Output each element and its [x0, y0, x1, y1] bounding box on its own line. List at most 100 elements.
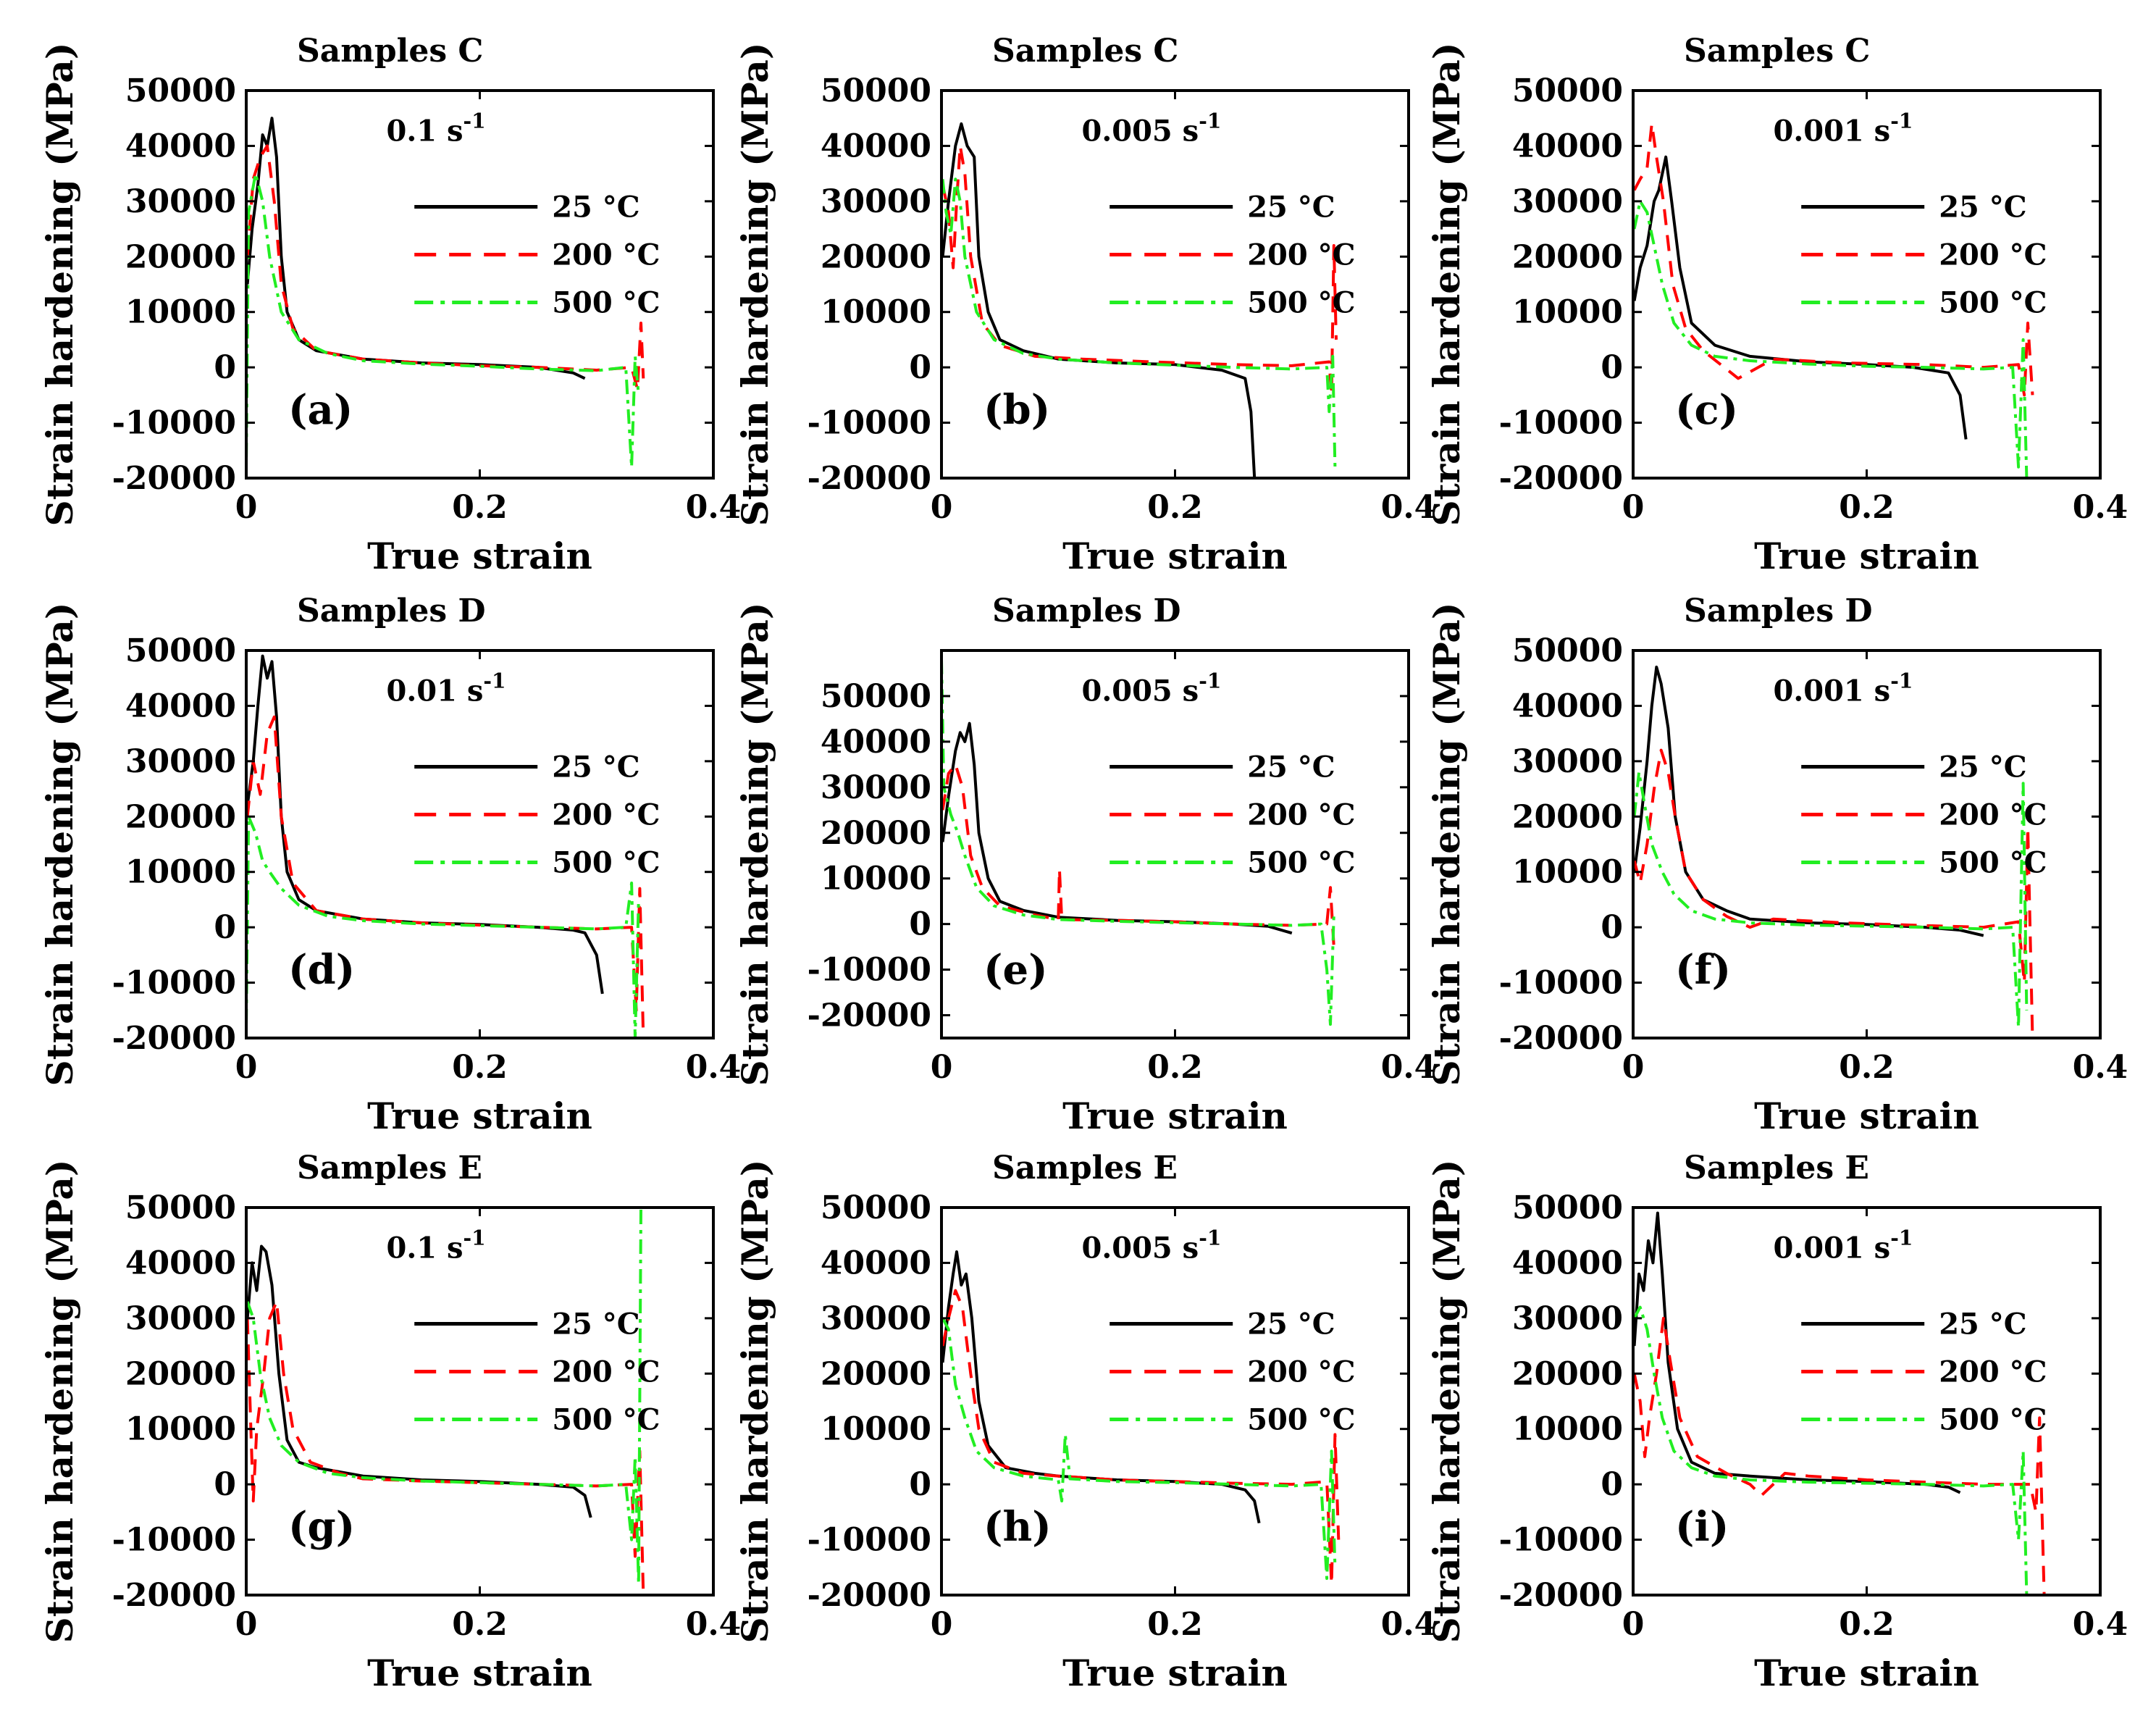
series-line-25C [246, 117, 586, 380]
y-tick-label: 50000 [821, 72, 931, 109]
strain-rate-exponent: -1 [464, 109, 486, 133]
legend-label: 25 °C [1247, 191, 1335, 225]
y-tick-label: 0 [214, 909, 236, 946]
y-axis-title: Strain hardening (MPa) [734, 1160, 776, 1644]
series-line-500C [246, 733, 640, 1038]
legend-label: 500 °C [552, 286, 660, 320]
y-tick-label: -20000 [112, 1020, 236, 1057]
x-tick-label: 0.2 [1839, 1606, 1895, 1643]
x-tick-label: 0 [235, 1049, 258, 1086]
panel-title: Samples D [992, 593, 1181, 629]
y-tick-label: 20000 [125, 798, 236, 835]
y-tick-label: 10000 [1512, 294, 1623, 331]
y-tick-label: -20000 [112, 460, 236, 497]
y-tick-label: 40000 [821, 1244, 931, 1281]
x-tick-label: 0 [235, 489, 258, 526]
y-tick-label: 10000 [821, 861, 931, 897]
strain-rate-value: 0.001 s [1774, 1231, 1891, 1265]
strain-rate-exponent: -1 [1890, 109, 1913, 133]
series-line-25C [1633, 155, 1968, 440]
series-line-25C [246, 654, 604, 995]
panel-title: Samples D [297, 593, 486, 629]
panel-letter: (g) [288, 1503, 355, 1551]
y-tick-label: 50000 [125, 72, 236, 109]
legend-label: 25 °C [1247, 750, 1335, 784]
y-tick-label: 40000 [125, 687, 236, 724]
x-tick-label: 0.2 [1839, 489, 1895, 526]
x-axis-title: True strain [1754, 1652, 1979, 1694]
y-tick-label: 50000 [125, 632, 236, 669]
legend-label: 500 °C [1939, 1403, 2047, 1437]
y-tick-label: -10000 [808, 1522, 931, 1559]
y-axis-title: Strain hardening (MPa) [734, 43, 776, 527]
strain-rate-exponent: -1 [1199, 1226, 1221, 1250]
x-tick-label: 0 [931, 1049, 953, 1086]
y-tick-label: 30000 [821, 769, 931, 806]
x-axis-title: True strain [1062, 1652, 1288, 1694]
series-line-500C [941, 177, 1337, 467]
legend-label: 200 °C [1939, 1355, 2047, 1389]
x-axis-title: True strain [1754, 535, 1979, 577]
series-group [246, 1208, 645, 1595]
y-tick-label: 50000 [125, 1189, 236, 1226]
y-tick-label: 0 [1601, 909, 1623, 946]
panel-letter: (e) [983, 946, 1048, 994]
strain-rate-label: 0.001 s-1 [1774, 1226, 1913, 1265]
x-tick-label: 0.2 [1839, 1049, 1895, 1086]
y-tick-label: 50000 [821, 1189, 931, 1226]
series-group [1633, 1211, 2046, 1595]
series-group [1633, 122, 2034, 478]
series-line-200C [1633, 1316, 2046, 1595]
x-tick-label: 0.2 [1147, 1606, 1203, 1643]
y-tick-label: 0 [214, 1466, 236, 1503]
y-tick-label: -10000 [112, 965, 236, 1002]
y-tick-label: 0 [214, 349, 236, 386]
y-tick-label: 10000 [821, 294, 931, 331]
legend-label: 200 °C [1939, 238, 2047, 272]
y-tick-label: 20000 [821, 815, 931, 852]
panel-d: 0 0.2 0.4 -20000 -10000 0 10000 20000 30000 40000… [38, 593, 741, 1137]
y-tick-label: 30000 [1512, 1300, 1623, 1337]
strain-rate-label: 0.005 s-1 [1082, 109, 1222, 148]
legend-label: 200 °C [1247, 798, 1355, 832]
legend-label: 25 °C [1247, 1307, 1335, 1342]
y-tick-label: 40000 [821, 127, 931, 164]
y-tick-label: 30000 [125, 1300, 236, 1337]
panel-letter: (c) [1675, 386, 1738, 434]
x-tick-label: 0.4 [1381, 1606, 1437, 1643]
series-group [246, 91, 645, 469]
series-group [941, 1250, 1341, 1586]
strain-rate-label: 0.01 s-1 [387, 669, 506, 708]
series-line-200C [246, 1300, 645, 1595]
y-axis-title: Strain hardening (MPa) [734, 603, 776, 1087]
x-tick-label: 0 [931, 489, 953, 526]
y-tick-label: 40000 [821, 724, 931, 761]
x-axis-title: True strain [367, 535, 592, 577]
y-tick-label: 30000 [125, 183, 236, 220]
y-tick-label: -10000 [808, 405, 931, 442]
y-tick-label: 50000 [1512, 1189, 1623, 1226]
strain-rate-label: 0.001 s-1 [1774, 669, 1913, 708]
y-tick-label: 30000 [1512, 183, 1623, 220]
legend-label: 25 °C [552, 1307, 639, 1342]
strain-rate-exponent: -1 [1890, 669, 1913, 693]
strain-rate-value: 0.1 s [387, 1231, 464, 1265]
y-tick-label: 0 [909, 1466, 931, 1503]
panel-letter: (a) [288, 386, 353, 434]
series-line-500C [1633, 1305, 2029, 1595]
legend-label: 500 °C [552, 846, 660, 880]
legend-label: 200 °C [1939, 798, 2047, 832]
y-tick-label: -20000 [1499, 460, 1623, 497]
y-tick-label: -20000 [1499, 1577, 1623, 1614]
y-tick-label: 10000 [125, 1411, 236, 1448]
y-tick-label: 10000 [125, 854, 236, 891]
strain-rate-value: 0.005 s [1082, 114, 1199, 148]
panel-f: 0 0.2 0.4 -20000 -10000 0 10000 20000 30000 40000… [1425, 593, 2128, 1137]
panel-a: 0 0.2 0.4 -20000 -10000 0 10000 20000 30000 40000… [38, 33, 741, 577]
y-tick-label: 0 [1601, 1466, 1623, 1503]
x-tick-label: 0.4 [1381, 1049, 1437, 1086]
panel-title: Samples E [297, 1150, 482, 1187]
strain-rate-exponent: -1 [1199, 669, 1221, 693]
series-line-500C [941, 659, 1335, 1026]
